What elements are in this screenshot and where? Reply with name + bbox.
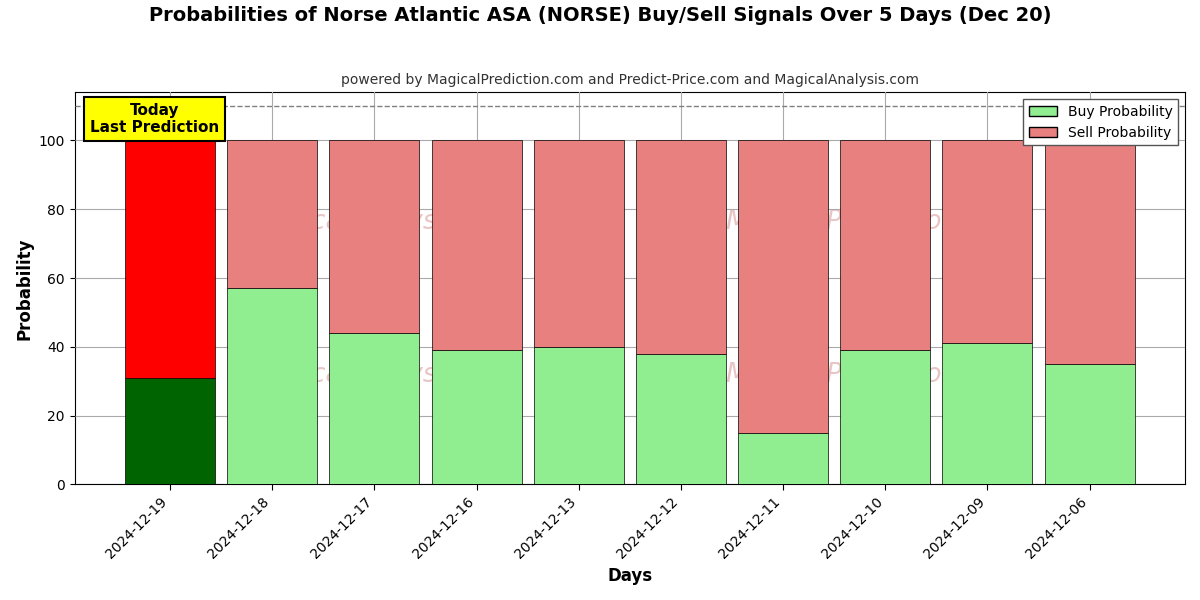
Bar — [840, 140, 930, 350]
Bar — [227, 140, 317, 289]
Bar — [1045, 140, 1134, 364]
Bar — [840, 350, 930, 484]
Bar — [432, 350, 522, 484]
Bar — [534, 140, 624, 347]
Bar — [125, 378, 215, 484]
Text: Today
Last Prediction: Today Last Prediction — [90, 103, 220, 135]
Bar — [636, 354, 726, 484]
Bar — [738, 140, 828, 433]
Bar — [330, 333, 419, 484]
Bar — [534, 347, 624, 484]
Text: MagicalPrediction.com: MagicalPrediction.com — [725, 362, 1024, 388]
Bar — [942, 140, 1032, 343]
Text: MagicalAnalysis.com: MagicalAnalysis.com — [248, 209, 523, 235]
X-axis label: Days: Days — [607, 567, 653, 585]
Legend: Buy Probability, Sell Probability: Buy Probability, Sell Probability — [1024, 99, 1178, 145]
Bar — [125, 140, 215, 378]
Text: Probabilities of Norse Atlantic ASA (NORSE) Buy/Sell Signals Over 5 Days (Dec 20: Probabilities of Norse Atlantic ASA (NOR… — [149, 6, 1051, 25]
Title: powered by MagicalPrediction.com and Predict-Price.com and MagicalAnalysis.com: powered by MagicalPrediction.com and Pre… — [341, 73, 919, 87]
Text: MagicalAnalysis.com: MagicalAnalysis.com — [248, 362, 523, 388]
Bar — [227, 289, 317, 484]
Bar — [432, 140, 522, 350]
Y-axis label: Probability: Probability — [16, 237, 34, 340]
Bar — [636, 140, 726, 354]
Bar — [942, 343, 1032, 484]
Bar — [738, 433, 828, 484]
Bar — [1045, 364, 1134, 484]
Bar — [330, 140, 419, 333]
Text: MagicalPrediction.com: MagicalPrediction.com — [725, 209, 1024, 235]
